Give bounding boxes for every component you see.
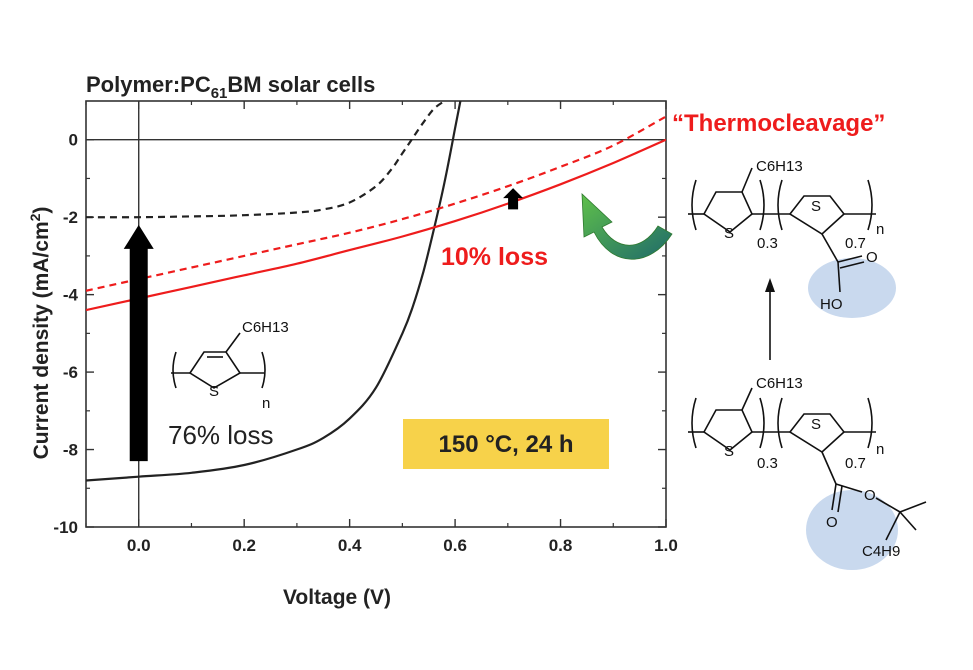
y-tick-label: -10 [53,518,78,537]
p3ht-sulfur: S [209,383,219,400]
curved-arrow-icon [581,193,673,260]
cleaved-substituent: C6H13 [756,158,803,175]
series-group [86,101,666,482]
x-tick-label: 0.8 [549,536,573,555]
p3ht-repeat: n [262,395,270,412]
ester-substituent: C6H13 [756,375,803,392]
series-line-2 [86,101,462,482]
cleaved-fraction-2: 0.7 [845,235,866,252]
x-axis-ticks: 0.0 0.2 0.4 0.6 0.8 1.0 [85,101,678,555]
y-tick-label: 0 [69,131,78,150]
block-arrow-icon-1 [123,224,154,462]
condition-box [403,419,609,469]
ester-sulfur-2: S [811,416,821,433]
condition-label: 150 °C, 24 h [439,431,574,458]
y-axis-label: Current density (mA/cm2) [27,207,53,460]
y-tick-label: -8 [63,441,78,460]
ester-oxygen-2: O [826,514,838,531]
cleaved-repeat: n [876,221,884,238]
ester-tail: C4H9 [862,543,900,560]
chart-title: Polymer:PC61BM solar cells [86,72,375,102]
p3ht-structure [171,332,266,389]
ester-highlight [806,490,898,570]
acid-oxygen: O [866,249,878,266]
reaction-arrow-icon [765,278,775,292]
x-tick-label: 1.0 [654,536,678,555]
x-tick-label: 0.4 [338,536,362,555]
x-tick-label: 0.2 [232,536,256,555]
ester-fraction-2: 0.7 [845,455,866,472]
arrow-group [123,188,524,462]
annotation-10-loss: 10% loss [441,243,548,271]
thermocleavage-label: “Thermocleavage” [672,110,885,137]
acid-highlight [808,258,896,318]
cleaved-sulfur-2: S [811,198,821,215]
x-tick-label: 0.0 [127,536,151,555]
ester-sulfur-1: S [724,443,734,460]
x-tick-label: 0.6 [443,536,467,555]
y-axis-ticks: 0 -2 -4 -6 -8 -10 [53,131,666,537]
acid-hydroxyl: HO [820,296,843,313]
x-axis-label: Voltage (V) [283,586,391,609]
annotation-76-loss: 76% loss [168,420,274,450]
block-arrow-icon-2 [503,188,524,210]
ester-polymer-structure [688,387,927,541]
ester-repeat: n [876,441,884,458]
series-line-3 [86,138,666,312]
cleaved-sulfur-1: S [724,225,734,242]
cleaved-fraction-1: 0.3 [757,235,778,252]
cleaved-polymer-structure [688,167,876,293]
plot-frame [85,100,667,528]
ester-fraction-1: 0.3 [757,455,778,472]
y-tick-label: -2 [63,208,78,227]
series-line-4 [86,115,666,292]
series-line-1 [86,101,446,219]
y-tick-label: -4 [63,286,79,305]
p3ht-substituent: C6H13 [242,319,289,336]
ester-oxygen-1: O [864,487,876,504]
y-tick-label: -6 [63,363,78,382]
